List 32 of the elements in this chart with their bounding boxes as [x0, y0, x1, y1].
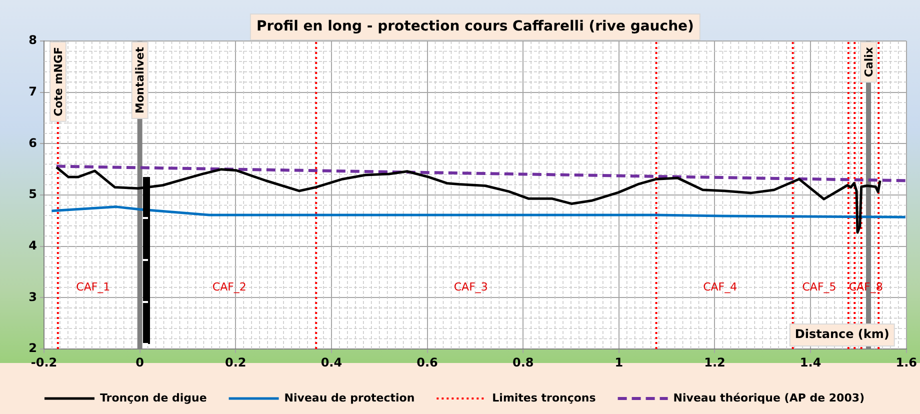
annotation: CAF_3	[454, 280, 488, 294]
legend-label: Niveau théorique (AP de 2003)	[673, 391, 865, 404]
x-tick-label: 1.6	[896, 355, 918, 370]
x-tick-label: 0.4	[320, 355, 342, 370]
x-tick-label: 0.2	[225, 355, 246, 370]
legend-label: Niveau de protection	[284, 391, 415, 404]
y-tick-label: 7	[28, 84, 37, 98]
x-tick-label: 0	[136, 355, 144, 370]
annotation: CAF_8	[848, 280, 883, 294]
chart-title: Profil en long - protection cours Caffarelli (rive gauche)	[256, 18, 694, 35]
y-axis-title: Cote mNGF	[52, 47, 65, 116]
y-tick-label: 5	[28, 187, 37, 202]
ref-line-label: Calix	[862, 46, 876, 78]
annotation: CAF_5	[802, 280, 836, 294]
legend-label: Tronçon de digue	[100, 391, 207, 404]
x-tick-label: 0.6	[416, 355, 438, 370]
y-tick-label: 3	[28, 290, 37, 304]
x-tick-label: 1	[614, 355, 624, 370]
legend-label: Limites tronçons	[492, 391, 596, 404]
x-tick-label: 1.2	[704, 355, 726, 370]
annotation: CAF_2	[212, 280, 246, 294]
y-tick-label: 8	[28, 33, 37, 48]
ref-line-label: Montalivet	[134, 46, 147, 114]
y-tick-label: 6	[28, 136, 37, 150]
annotation: CAF_1	[76, 280, 110, 294]
x-axis-title: Distance (km)	[794, 327, 890, 342]
x-tick-label: -0.2	[30, 355, 58, 370]
x-tick-label: 1.4	[800, 355, 822, 370]
y-tick-label: 4	[28, 238, 37, 252]
x-tick-label: 0.8	[512, 355, 534, 370]
y-tick-label: 2	[28, 341, 37, 356]
annotation: CAF_4	[703, 280, 738, 294]
